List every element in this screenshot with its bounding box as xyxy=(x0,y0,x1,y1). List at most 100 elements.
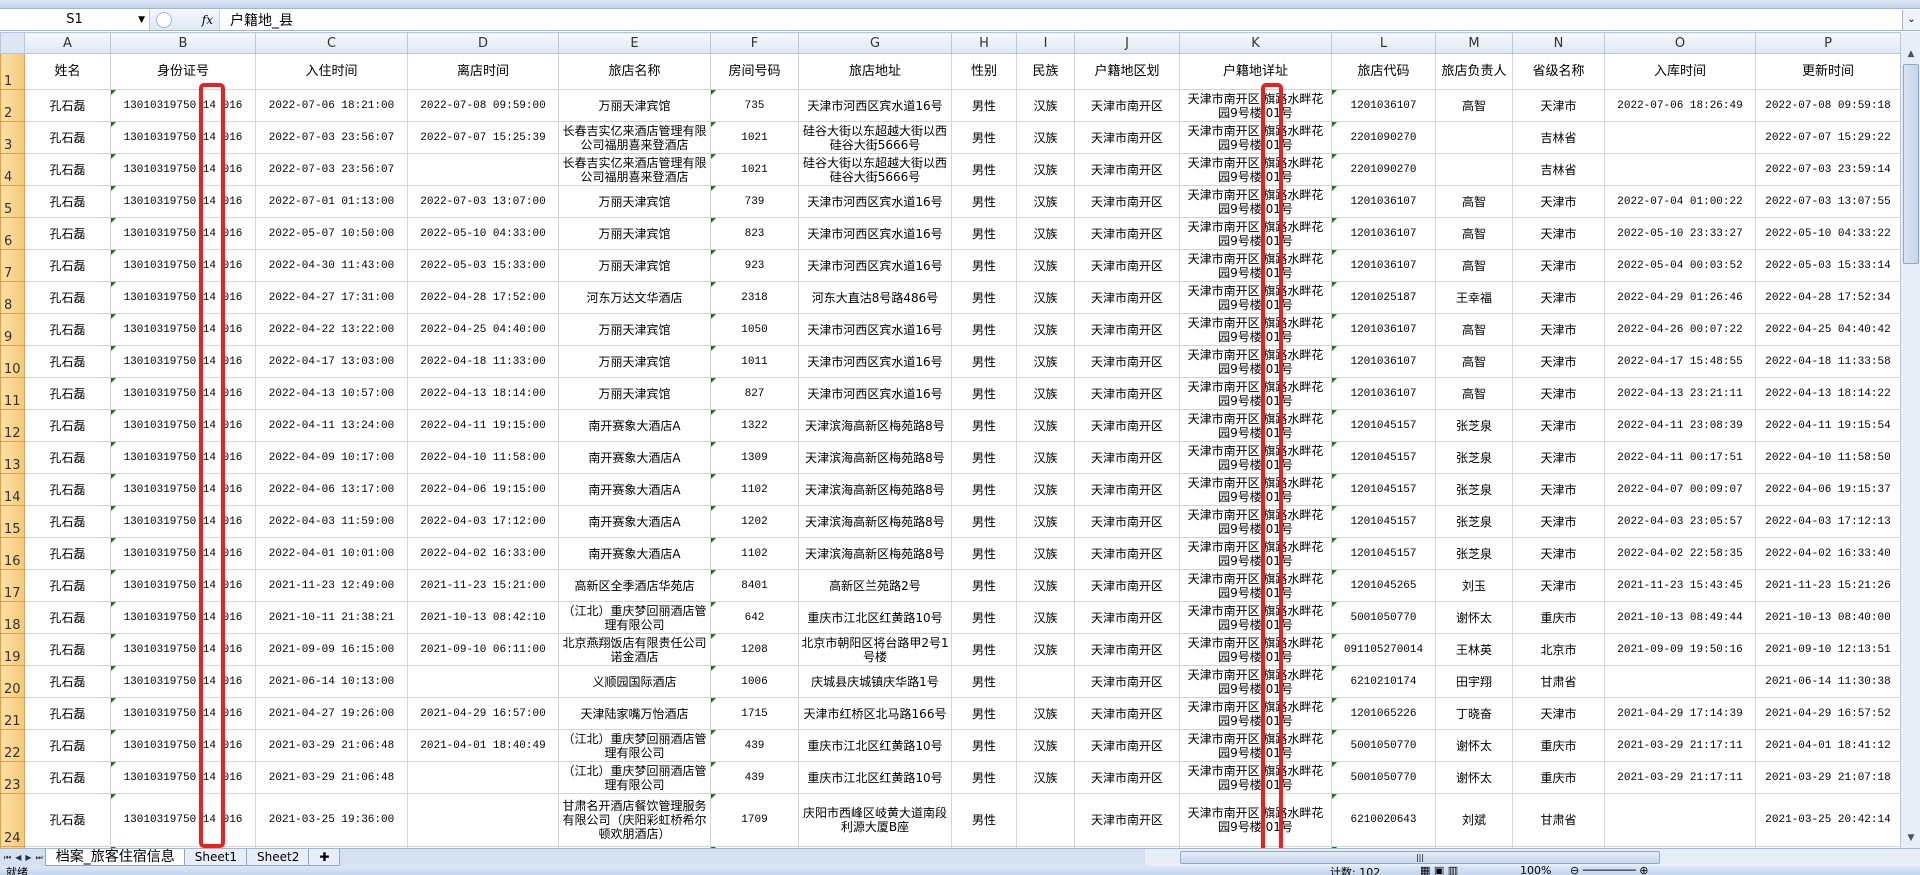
cell-l[interactable]: 1201025187 xyxy=(1331,281,1436,314)
cell-b[interactable]: 13010319750 14 016 xyxy=(110,633,256,666)
cell-k[interactable]: 天津市南开区 旗路水畔花园9号楼 01号 xyxy=(1179,153,1332,186)
cell-a[interactable]: 孔石磊 xyxy=(24,281,111,314)
cell-c[interactable]: 2022-07-06 18:21:00 xyxy=(255,89,408,122)
cell-h[interactable]: 男性 xyxy=(951,281,1017,314)
cell-n[interactable]: 天津市 xyxy=(1512,569,1605,602)
cell-e[interactable]: 南开赛象大酒店A xyxy=(558,409,711,442)
header-cell[interactable]: 旅店负责人 xyxy=(1435,53,1513,90)
header-cell[interactable]: 性别 xyxy=(951,53,1017,90)
cell-c[interactable]: 2022-04-30 11:43:00 xyxy=(255,249,408,282)
header-cell[interactable]: 户籍地详址 xyxy=(1179,53,1332,90)
cell-g[interactable]: 天津市河西区宾水道16号 xyxy=(798,185,952,218)
cell-n[interactable]: 甘肃省 xyxy=(1512,665,1605,698)
row-number[interactable]: 5 xyxy=(0,185,25,218)
row-number[interactable]: 22 xyxy=(0,729,25,762)
cell-d[interactable]: 2022-04-18 11:33:00 xyxy=(407,345,559,378)
cell-a[interactable]: 孔石磊 xyxy=(24,729,111,762)
cell-a[interactable]: 孔石磊 xyxy=(24,697,111,730)
cell-p[interactable]: 2021-09-10 12:13:51 xyxy=(1755,633,1900,666)
cell-p[interactable]: 2021-03-25 20:42:14 xyxy=(1755,793,1900,847)
cell-f[interactable]: 1021 xyxy=(710,121,799,154)
cell-h[interactable]: 男性 xyxy=(951,505,1017,538)
cell-p[interactable]: 2022-04-25 04:40:42 xyxy=(1755,313,1900,346)
cell-f[interactable]: 1102 xyxy=(710,473,799,506)
cell-p[interactable]: 2021-06-14 11:30:38 xyxy=(1755,665,1900,698)
cell-p[interactable]: 2022-07-08 09:59:18 xyxy=(1755,89,1900,122)
column-header-n[interactable]: N xyxy=(1512,32,1605,54)
cell-p[interactable]: 2022-04-18 11:33:58 xyxy=(1755,345,1900,378)
cell-a[interactable]: 孔石磊 xyxy=(24,313,111,346)
cell-f[interactable]: 1021 xyxy=(710,153,799,186)
cell-m[interactable]: 刘斌 xyxy=(1435,793,1513,847)
header-cell[interactable]: 旅店名称 xyxy=(558,53,711,90)
first-sheet-icon[interactable]: ⏮ xyxy=(4,852,12,862)
cell-k[interactable]: 天津市南开区 旗路水畔花园9号楼 01号 xyxy=(1179,601,1332,634)
cell-g[interactable]: 天津滨海高新区梅苑路8号 xyxy=(798,537,952,570)
cell-o[interactable] xyxy=(1604,121,1756,154)
row-number[interactable]: 18 xyxy=(0,601,25,634)
cell-b[interactable]: 13010319750 14 016 xyxy=(110,345,256,378)
cell-j[interactable]: 天津市南开区 xyxy=(1074,281,1180,314)
cell-p[interactable]: 2021-03-29 21:07:18 xyxy=(1755,761,1900,794)
cell-m[interactable]: 谢怀太 xyxy=(1435,601,1513,634)
row-number[interactable]: 3 xyxy=(0,121,25,154)
sheet-tab-sheet2[interactable]: Sheet2 xyxy=(246,849,311,866)
cell-i[interactable]: 汉族 xyxy=(1016,569,1075,602)
cell-f[interactable]: 739 xyxy=(710,185,799,218)
cell-n[interactable]: 天津市 xyxy=(1512,185,1605,218)
cell-g[interactable]: 重庆市江北区红黄路10号 xyxy=(798,729,952,762)
cell-d[interactable]: 2022-07-08 09:59:00 xyxy=(407,89,559,122)
cell-i[interactable]: 汉族 xyxy=(1016,313,1075,346)
cell-e[interactable]: 义顺园国际酒店 xyxy=(558,665,711,698)
next-sheet-icon[interactable]: ▶ xyxy=(25,852,32,862)
cell-g[interactable]: 天津市河西区宾水道16号 xyxy=(798,89,952,122)
cell-i[interactable]: 汉族 xyxy=(1016,537,1075,570)
cell-f[interactable]: 923 xyxy=(710,249,799,282)
cell-k[interactable]: 天津市南开区 旗路水畔花园9号楼 01号 xyxy=(1179,473,1332,506)
cell-b[interactable]: 13010319750 14 016 xyxy=(110,153,256,186)
cell-f[interactable]: 8401 xyxy=(710,569,799,602)
row-number[interactable]: 14 xyxy=(0,473,25,506)
cell-f[interactable]: 439 xyxy=(710,761,799,794)
header-cell[interactable]: 身份证号 xyxy=(110,53,256,90)
cell-o[interactable]: 2022-04-02 22:58:35 xyxy=(1604,537,1756,570)
row-number[interactable]: 24 xyxy=(0,793,25,847)
cell-d[interactable]: 2022-04-06 19:15:00 xyxy=(407,473,559,506)
cell-o[interactable]: 2022-04-17 15:48:55 xyxy=(1604,345,1756,378)
zoom-level[interactable]: 100% xyxy=(1520,866,1552,875)
cell-f[interactable]: 1715 xyxy=(710,697,799,730)
expand-formula-bar-button[interactable]: ⌄ xyxy=(1902,9,1920,30)
cell-c[interactable]: 2022-04-13 10:57:00 xyxy=(255,377,408,410)
cell-b[interactable]: 13010319750 14 016 xyxy=(110,217,256,250)
cell-f[interactable]: 1309 xyxy=(710,441,799,474)
cell-a[interactable]: 孔石磊 xyxy=(24,569,111,602)
cell-m[interactable]: 高智 xyxy=(1435,313,1513,346)
cell-l[interactable]: 1201045157 xyxy=(1331,409,1436,442)
cell-m[interactable]: 高智 xyxy=(1435,217,1513,250)
cell-a[interactable]: 孔石磊 xyxy=(24,537,111,570)
cell-b[interactable]: 13010319750 14 016 xyxy=(110,377,256,410)
cell-o[interactable]: 2021-03-29 21:17:11 xyxy=(1604,761,1756,794)
cell-c[interactable]: 2022-04-27 17:31:00 xyxy=(255,281,408,314)
cell-n[interactable]: 重庆市 xyxy=(1512,761,1605,794)
cell-h[interactable]: 男性 xyxy=(951,409,1017,442)
cell-i[interactable]: 汉族 xyxy=(1016,441,1075,474)
cell-j[interactable]: 天津市南开区 xyxy=(1074,793,1180,847)
cell-j[interactable]: 天津市南开区 xyxy=(1074,665,1180,698)
cell-n[interactable]: 天津市 xyxy=(1512,217,1605,250)
cell-i[interactable]: 汉族 xyxy=(1016,281,1075,314)
cell-j[interactable]: 天津市南开区 xyxy=(1074,345,1180,378)
cell-o[interactable]: 2022-04-11 23:08:39 xyxy=(1604,409,1756,442)
cell-l[interactable]: 1201045157 xyxy=(1331,441,1436,474)
cell-b[interactable]: 13010319750 14 016 xyxy=(110,89,256,122)
cell-d[interactable] xyxy=(407,153,559,186)
cell-k[interactable]: 天津市南开区 旗路水畔花园9号楼 01号 xyxy=(1179,729,1332,762)
cell-n[interactable]: 天津市 xyxy=(1512,697,1605,730)
cell-l[interactable]: 1201036107 xyxy=(1331,249,1436,282)
cell-h[interactable]: 男性 xyxy=(951,185,1017,218)
cell-e[interactable]: 南开赛象大酒店A xyxy=(558,537,711,570)
cell-a[interactable]: 孔石磊 xyxy=(24,249,111,282)
cell-b[interactable]: 13010319750 14 016 xyxy=(110,409,256,442)
scroll-up-icon[interactable]: ▲ xyxy=(1907,49,1915,59)
cell-m[interactable]: 谢怀太 xyxy=(1435,761,1513,794)
